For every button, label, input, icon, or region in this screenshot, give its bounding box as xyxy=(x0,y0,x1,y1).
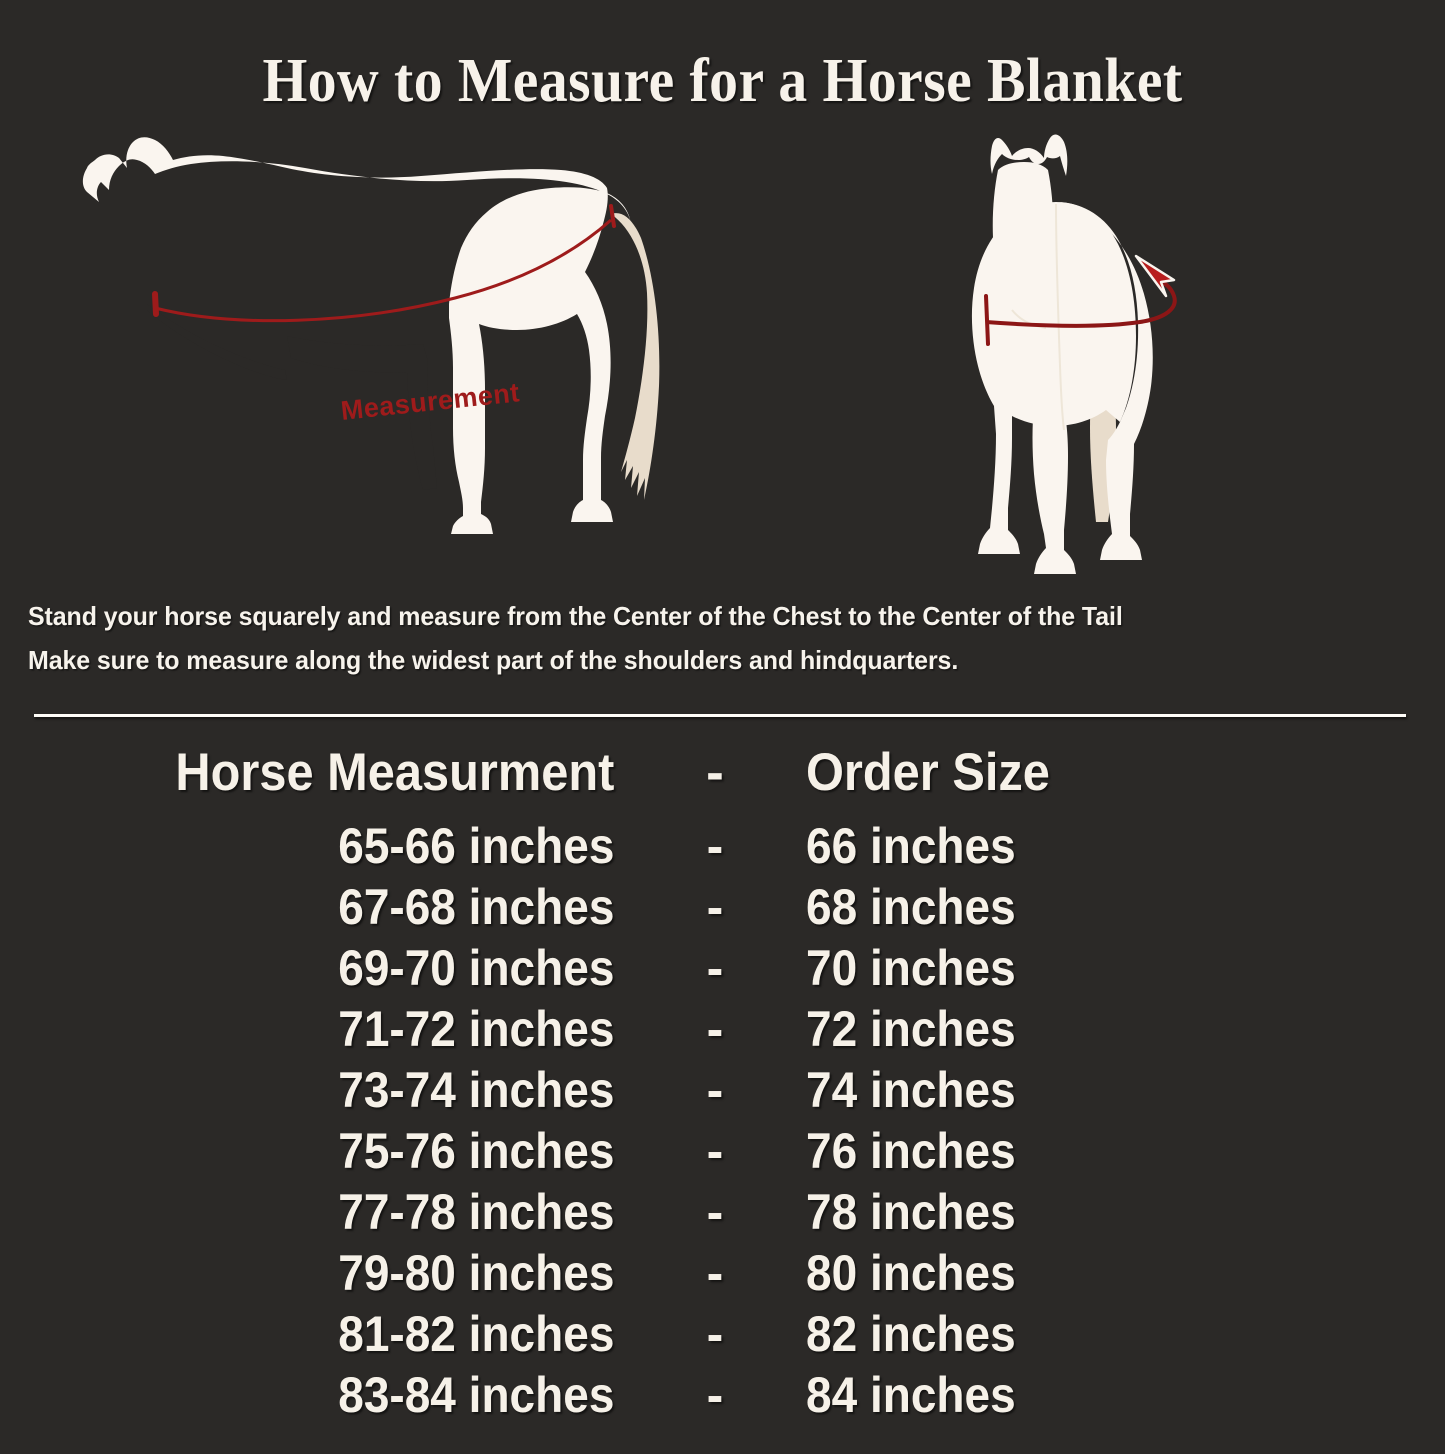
horse-rear-body xyxy=(1056,202,1153,560)
instructions-text: Stand your horse squarely and measure fr… xyxy=(28,594,1364,682)
cell-measurement: 73-74 inches xyxy=(338,1062,615,1118)
cell-measurement: 69-70 inches xyxy=(338,940,615,996)
table-row: 79-80 inches - 80 inches xyxy=(0,1243,1445,1304)
column-header-size: Order Size xyxy=(806,743,1050,802)
instructions-line-2: Make sure to measure along the widest pa… xyxy=(28,645,959,675)
cell-separator: - xyxy=(706,818,724,874)
instructions-line-1: Stand your horse squarely and measure fr… xyxy=(28,601,1123,631)
cell-measurement: 81-82 inches xyxy=(338,1306,615,1362)
horse-side-body xyxy=(82,137,631,534)
cell-measurement: 67-68 inches xyxy=(338,879,615,935)
column-header-separator: - xyxy=(706,743,724,802)
rear-measurement-endcap xyxy=(984,294,990,346)
cell-separator: - xyxy=(706,1245,724,1301)
horse-diagram-area: Measurement xyxy=(0,128,1445,578)
cell-size: 74 inches xyxy=(806,1062,1016,1118)
table-row: 65-66 inches - 66 inches xyxy=(0,816,1445,877)
horse-rear-contour-1 xyxy=(1055,203,1065,431)
cell-separator: - xyxy=(706,1184,724,1240)
cell-size: 70 inches xyxy=(806,940,1016,996)
cell-size: 76 inches xyxy=(806,1123,1016,1179)
table-header-row: Horse Measurment - Order Size xyxy=(0,736,1445,816)
column-header-measurement: Horse Measurment xyxy=(175,743,615,802)
cell-measurement: 83-84 inches xyxy=(338,1367,615,1423)
rear-measurement-line xyxy=(985,278,1177,328)
horse-rear-head-neck xyxy=(990,134,1068,176)
cell-measurement: 79-80 inches xyxy=(338,1245,615,1301)
horse-side-view-illustration xyxy=(82,137,660,534)
horse-side-tail xyxy=(611,213,660,500)
measurement-endcap-tail xyxy=(609,204,616,228)
horse-rear-hind-leg-left xyxy=(1032,400,1076,574)
cell-size: 80 inches xyxy=(806,1245,1016,1301)
cell-size: 68 inches xyxy=(806,879,1016,935)
cell-measurement: 75-76 inches xyxy=(338,1123,615,1179)
horse-rear-view-illustration xyxy=(971,134,1177,574)
rear-measurement-arrowhead xyxy=(1134,254,1176,298)
horse-rear-chest-left xyxy=(971,202,1136,554)
cell-size: 84 inches xyxy=(806,1367,1016,1423)
cell-separator: - xyxy=(706,879,724,935)
table-row: 71-72 inches - 72 inches xyxy=(0,999,1445,1060)
table-row: 83-84 inches - 84 inches xyxy=(0,1365,1445,1426)
cell-measurement: 65-66 inches xyxy=(338,818,615,874)
table-row: 73-74 inches - 74 inches xyxy=(0,1060,1445,1121)
cell-separator: - xyxy=(706,1367,724,1423)
cell-measurement: 71-72 inches xyxy=(338,1001,615,1057)
cell-size: 72 inches xyxy=(806,1001,1016,1057)
cell-size: 78 inches xyxy=(806,1184,1016,1240)
cell-size: 66 inches xyxy=(806,818,1016,874)
cell-separator: - xyxy=(706,1062,724,1118)
horse-side-leg-gap xyxy=(287,336,437,490)
horse-rear-contour-2 xyxy=(1011,309,1047,329)
horse-side-underneck-cut xyxy=(147,304,287,380)
table-row: 81-82 inches - 82 inches xyxy=(0,1304,1445,1365)
cell-measurement: 77-78 inches xyxy=(338,1184,615,1240)
cell-size: 82 inches xyxy=(806,1306,1016,1362)
measurement-line xyxy=(154,218,612,323)
size-chart-table: Horse Measurment - Order Size 65-66 inch… xyxy=(0,736,1445,1426)
table-row: 69-70 inches - 70 inches xyxy=(0,938,1445,999)
cell-separator: - xyxy=(706,940,724,996)
table-row: 75-76 inches - 76 inches xyxy=(0,1121,1445,1182)
page-title: How to Measure for a Horse Blanket xyxy=(262,47,1183,115)
section-divider xyxy=(34,714,1406,717)
measurement-endcap-chest xyxy=(152,291,159,317)
cell-separator: - xyxy=(706,1306,724,1362)
table-row: 77-78 inches - 78 inches xyxy=(0,1182,1445,1243)
cell-separator: - xyxy=(706,1001,724,1057)
table-row: 67-68 inches - 68 inches xyxy=(0,877,1445,938)
cell-separator: - xyxy=(706,1123,724,1179)
